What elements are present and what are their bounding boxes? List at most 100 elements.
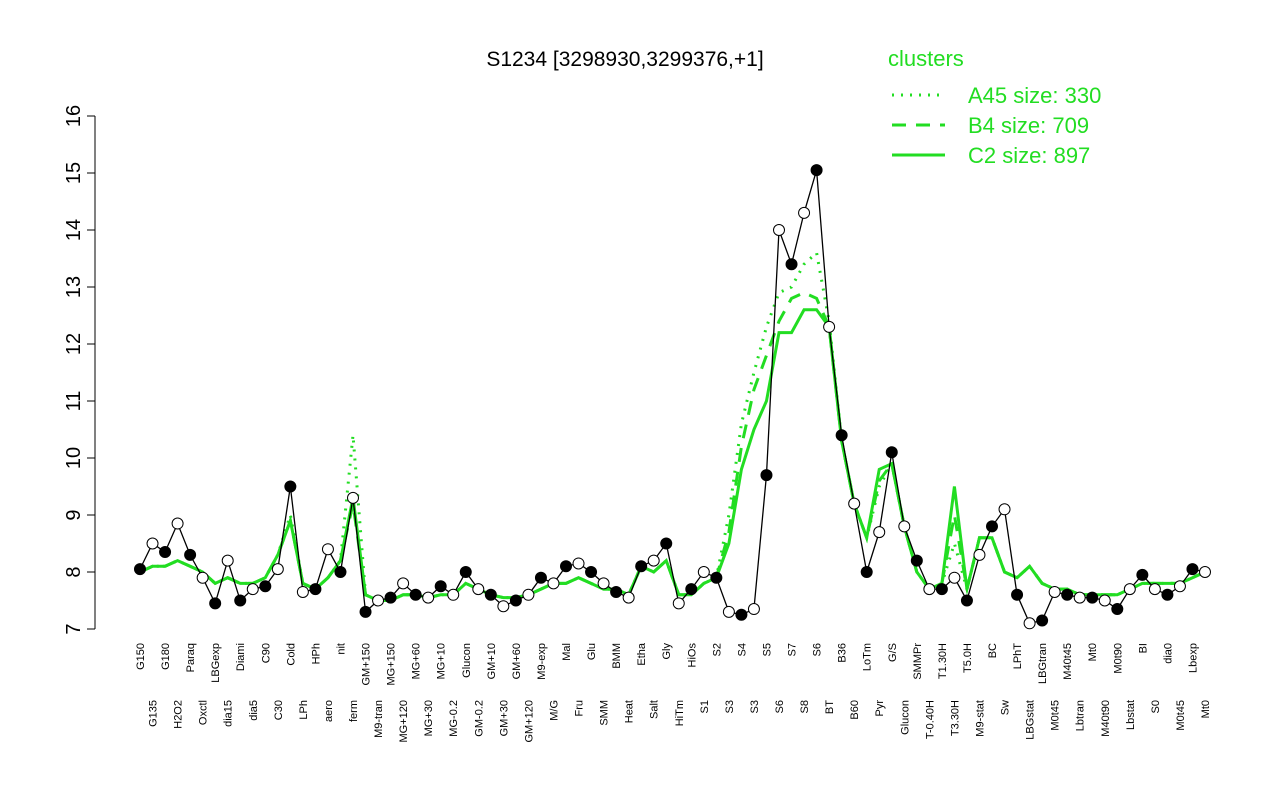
data-point <box>334 566 347 578</box>
x-tick-label: SMMPr <box>912 643 924 680</box>
x-tick-label: T-0.40H <box>924 700 936 739</box>
data-point <box>685 583 698 596</box>
x-tick-label: B60 <box>849 700 861 720</box>
chart-title: S1234 [3298930,3299376,+1] <box>486 48 763 71</box>
x-tick-label: MG+10 <box>436 643 448 679</box>
x-tick-label: B36 <box>837 643 849 663</box>
data-point <box>159 546 172 559</box>
x-tick-label: nit <box>335 643 347 655</box>
data-point <box>459 566 472 578</box>
y-tick-label: 11 <box>63 391 85 412</box>
data-point <box>697 566 710 578</box>
data-point <box>259 580 272 593</box>
data-point <box>347 491 359 504</box>
data-point <box>1023 617 1036 630</box>
x-tick-label: MG+120 <box>398 700 410 743</box>
x-tick-label: G/S <box>887 643 899 662</box>
x-tick-label: S4 <box>736 643 748 656</box>
data-point <box>672 597 685 610</box>
data-point <box>372 594 385 607</box>
data-point <box>447 588 460 601</box>
data-point <box>397 577 410 590</box>
data-point <box>597 577 610 590</box>
x-tick-label: S5 <box>761 643 773 656</box>
x-tick-label: M40t90 <box>1100 700 1112 737</box>
data-point <box>572 557 585 570</box>
x-tick-label: dia15 <box>223 700 235 727</box>
y-tick-label: 15 <box>63 162 85 184</box>
x-tick-label: SMM <box>599 700 611 726</box>
data-point <box>610 585 623 598</box>
data-point <box>885 446 898 459</box>
legend-label: B4 size: 709 <box>968 113 1089 138</box>
x-tick-label: Gly <box>661 643 673 660</box>
x-tick-label: HiOs <box>686 643 698 668</box>
data-point <box>359 605 372 618</box>
x-tick-label: BMM <box>611 643 623 669</box>
x-tick-label: M/G <box>548 700 560 721</box>
y-tick-label: 12 <box>63 333 85 355</box>
x-tick-label: LBGtran <box>1037 643 1049 684</box>
x-tick-label: G150 <box>135 643 147 670</box>
x-tick-label: BT <box>824 700 836 714</box>
x-tick-label: Salt <box>649 700 661 719</box>
x-tick-label: S0 <box>1150 700 1162 713</box>
data-point <box>1098 594 1111 607</box>
x-tick-label: M0t45 <box>1050 700 1062 731</box>
data-point <box>422 591 435 604</box>
data-point <box>1061 588 1074 601</box>
data-point <box>221 554 234 567</box>
x-tick-label: M0t90 <box>1112 643 1124 674</box>
data-point <box>1111 603 1124 616</box>
x-tick-label: GM+30 <box>498 700 510 736</box>
data-point <box>384 591 397 604</box>
x-tick-label: G135 <box>148 700 160 727</box>
data-point <box>785 258 798 271</box>
data-point <box>497 600 510 613</box>
data-point <box>873 526 886 539</box>
data-point <box>146 537 159 550</box>
data-point <box>735 608 748 621</box>
data-point <box>321 543 334 556</box>
data-point <box>960 594 973 607</box>
data-point <box>547 577 560 590</box>
x-tick-label: Oxctl <box>198 700 210 725</box>
x-tick-label: MG-0.2 <box>448 700 460 737</box>
data-point <box>935 583 948 596</box>
x-tick-label: LoTm <box>862 643 874 671</box>
x-tick-label: LPh <box>298 700 310 720</box>
y-tick-label: 7 <box>63 623 85 634</box>
data-point <box>986 520 998 533</box>
cluster-line <box>139 308 1206 602</box>
data-point <box>284 480 297 493</box>
x-tick-label: Glucon <box>899 700 911 735</box>
data-point <box>973 548 986 561</box>
x-tick-label: aero <box>323 700 335 722</box>
x-tick-label: MG+150 <box>386 643 398 686</box>
data-point <box>1186 563 1199 576</box>
data-point <box>848 497 861 510</box>
y-tick-label: 10 <box>63 447 85 469</box>
x-tick-label: GM+60 <box>511 643 523 679</box>
data-point <box>271 563 284 576</box>
data-point <box>209 597 222 610</box>
data-point <box>184 548 197 561</box>
x-tick-label: BC <box>987 643 999 658</box>
x-tick-label: Mt0 <box>1087 643 1099 661</box>
x-tick-label: dia5 <box>248 700 260 721</box>
data-point <box>647 554 660 567</box>
x-tick-label: M9-tran <box>373 700 385 738</box>
x-tick-label: Mt0 <box>1200 700 1212 718</box>
x-tick-label: H2O2 <box>173 700 185 729</box>
x-tick-label: C90 <box>260 643 272 663</box>
x-tick-label: Lbexp <box>1187 643 1199 673</box>
y-tick-label: 8 <box>63 566 85 577</box>
x-tick-label: Glu <box>586 643 598 660</box>
y-tick-label: 13 <box>63 276 85 298</box>
data-point <box>171 517 184 530</box>
x-tick-label: GM+10 <box>486 643 498 679</box>
data-point <box>710 571 723 584</box>
data-point <box>246 583 259 596</box>
data-point <box>1148 583 1161 596</box>
